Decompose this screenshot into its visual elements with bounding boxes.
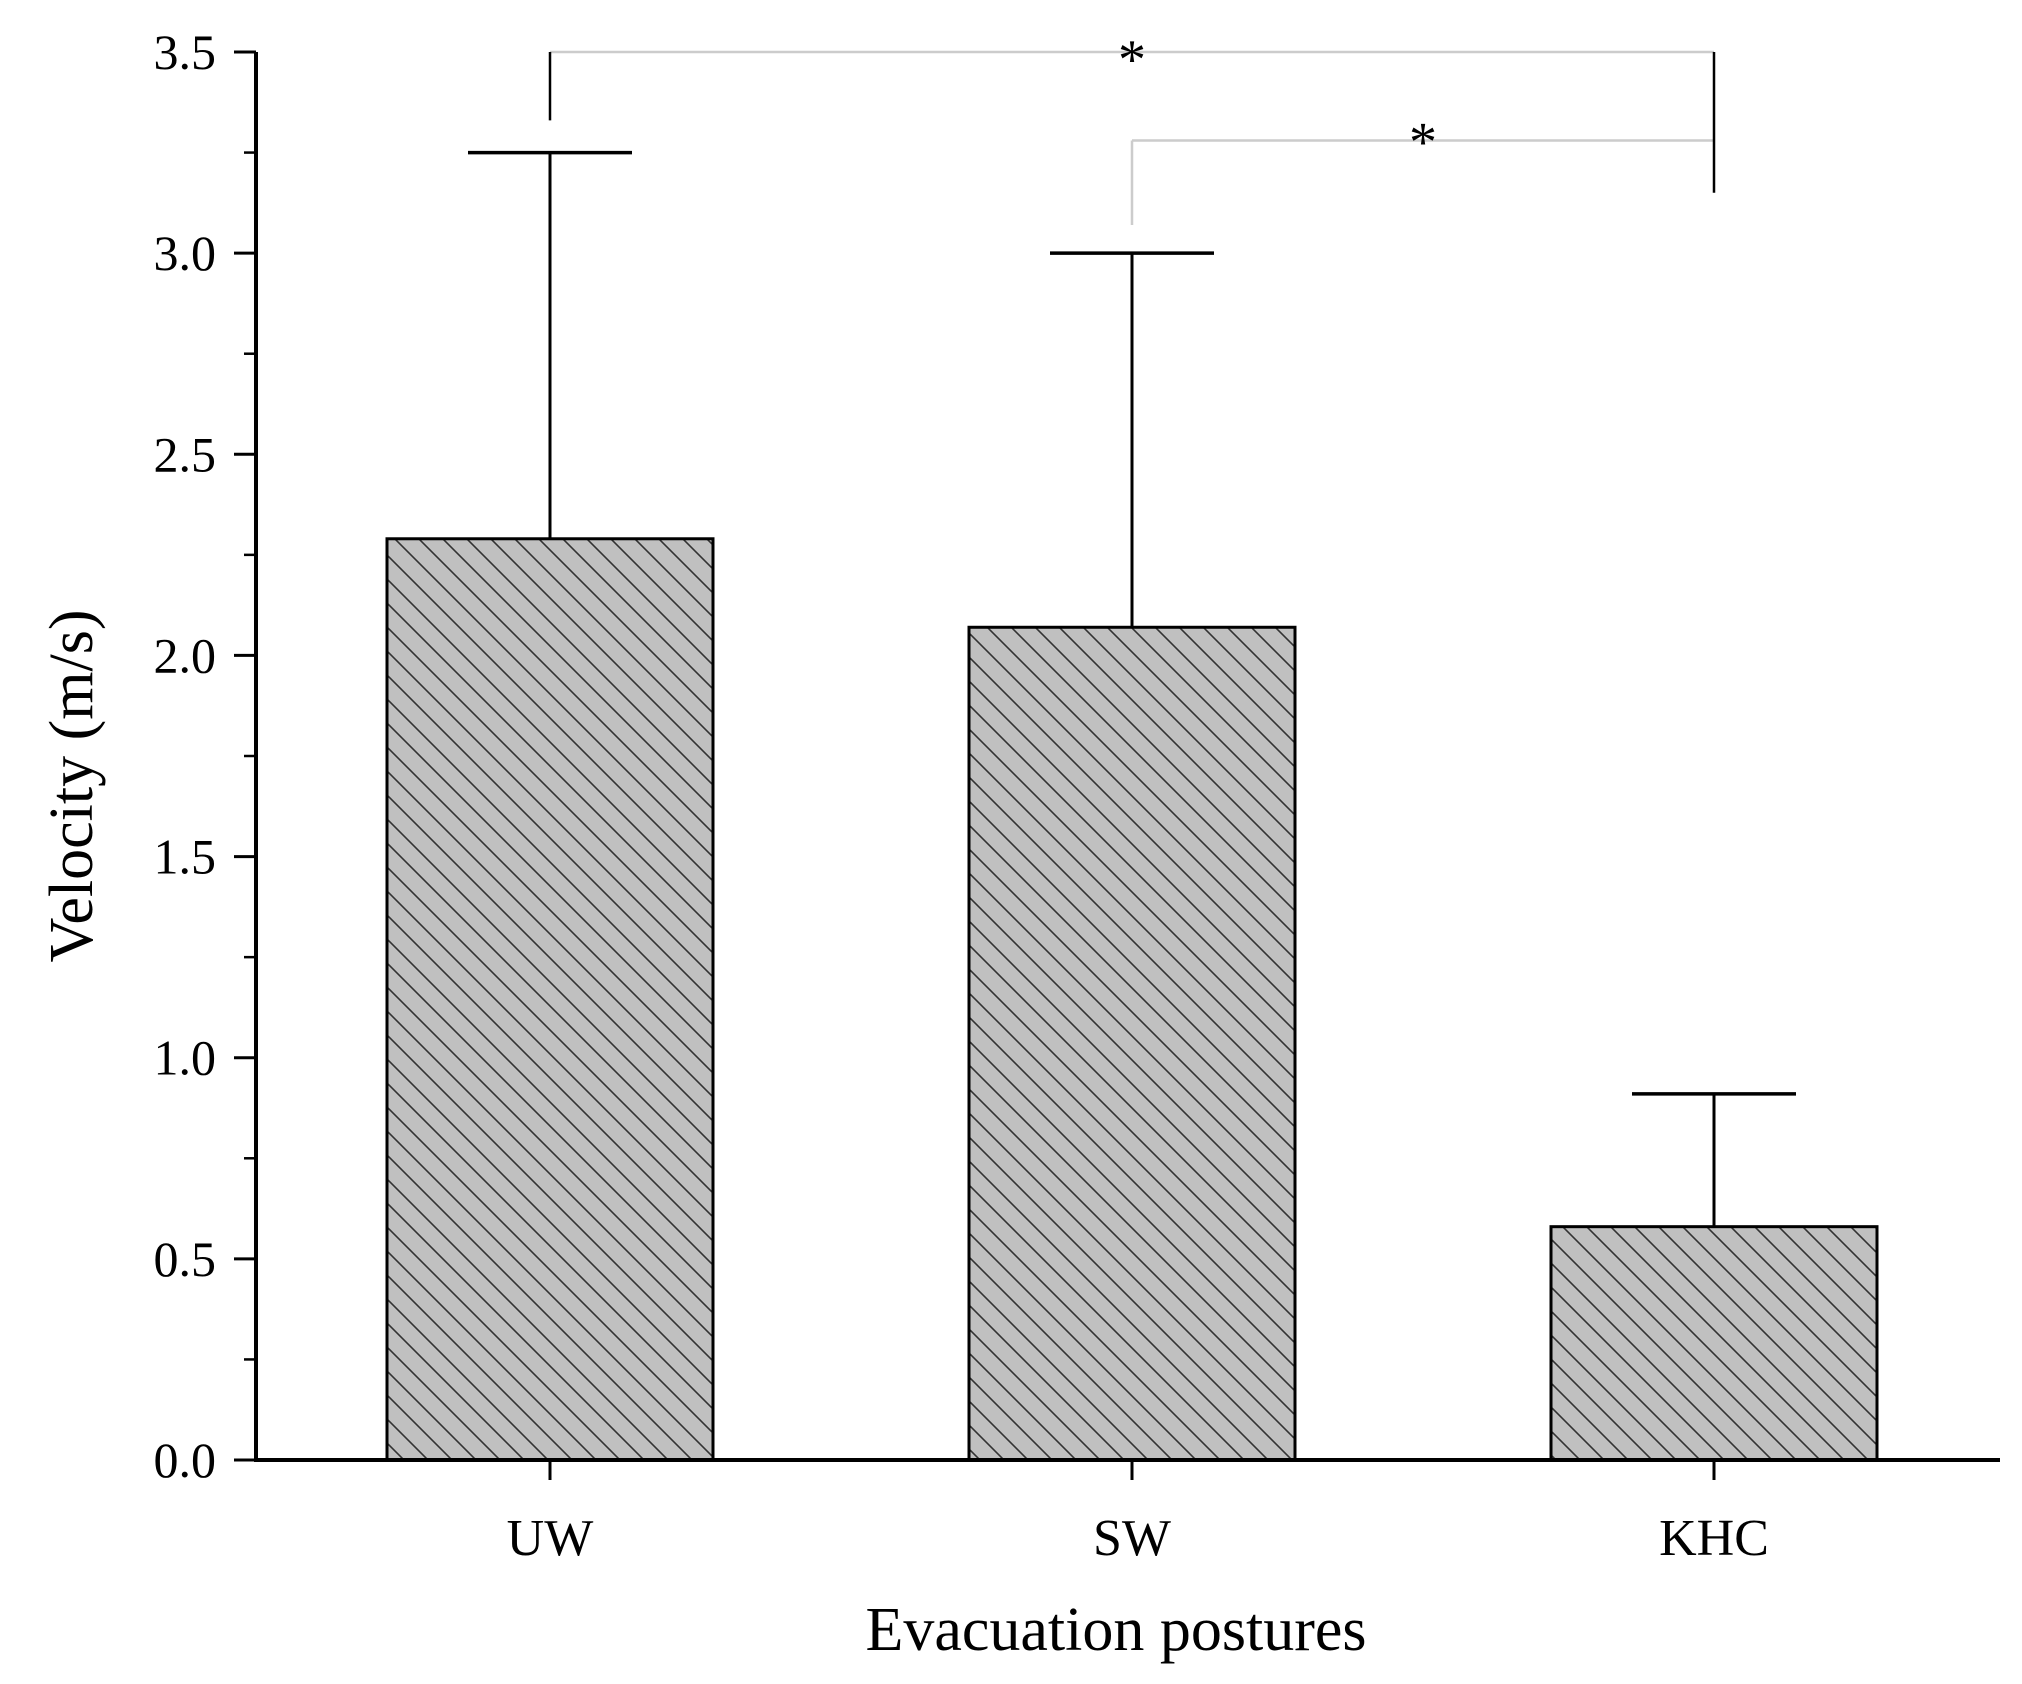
y-tick-label-4: 2.0 bbox=[154, 627, 217, 683]
y-tick-label-3: 1.5 bbox=[154, 829, 217, 885]
x-tick-label-sw: SW bbox=[1093, 1510, 1171, 1567]
x-axis-title: Evacuation postures bbox=[865, 1596, 1366, 1664]
y-tick-label-2: 1.0 bbox=[154, 1030, 217, 1086]
significance-star-1: * bbox=[1118, 29, 1146, 91]
bar-khc bbox=[1549, 1225, 1879, 1462]
significance-star-2: * bbox=[1409, 112, 1437, 174]
bar-uw bbox=[385, 537, 715, 1462]
y-tick-label-7: 3.5 bbox=[154, 24, 217, 80]
x-tick-label-uw: UW bbox=[507, 1510, 594, 1567]
y-axis-title: Velocity (m/s) bbox=[38, 610, 106, 963]
y-tick-label-1: 0.5 bbox=[154, 1231, 217, 1287]
x-tick-label-khc: KHC bbox=[1659, 1510, 1769, 1567]
bar-sw bbox=[967, 625, 1297, 1462]
y-tick-label-0: 0.0 bbox=[154, 1432, 217, 1488]
y-tick-label-5: 2.5 bbox=[154, 426, 217, 482]
y-tick-label-6: 3.0 bbox=[154, 225, 217, 281]
